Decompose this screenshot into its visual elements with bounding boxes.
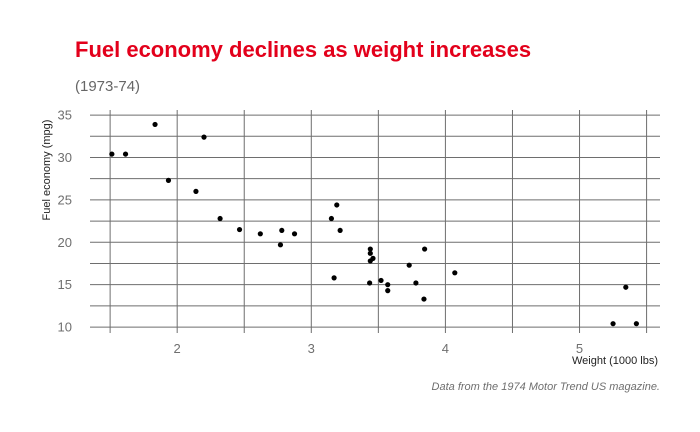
y-tick-label: 10 xyxy=(58,320,72,335)
chart-caption: Data from the 1974 Motor Trend US magazi… xyxy=(432,381,660,393)
data-point xyxy=(165,177,172,183)
data-point xyxy=(610,321,616,327)
data-point xyxy=(279,227,285,234)
data-point xyxy=(385,282,391,288)
data-point xyxy=(193,188,199,194)
y-tick-label: 20 xyxy=(58,235,72,250)
data-point xyxy=(367,246,373,252)
grid xyxy=(90,110,660,333)
data-point xyxy=(257,231,263,237)
y-tick-label: 35 xyxy=(58,108,72,123)
x-tick-label: 5 xyxy=(576,341,583,356)
chart-subtitle: (1973-74) xyxy=(75,78,140,95)
data-point xyxy=(422,246,428,252)
data-point xyxy=(122,151,129,157)
y-tick-label: 15 xyxy=(58,277,72,292)
data-point xyxy=(236,226,243,233)
data-point xyxy=(413,280,419,286)
data-point xyxy=(331,275,337,281)
x-axis-ticks: 2 3 4 5 xyxy=(174,341,584,356)
data-point xyxy=(291,231,298,237)
data-point xyxy=(337,227,343,234)
data-point xyxy=(201,134,207,140)
data-point xyxy=(367,250,373,256)
data-point xyxy=(367,280,373,286)
data-point xyxy=(277,242,284,248)
x-tick-label: 3 xyxy=(308,341,315,356)
x-axis-title: Weight (1000 lbs) xyxy=(572,355,658,367)
data-point xyxy=(406,262,412,268)
data-point xyxy=(152,121,158,128)
data-point xyxy=(623,284,629,290)
data-point xyxy=(109,151,115,157)
data-point xyxy=(633,321,639,327)
data-point xyxy=(378,277,384,284)
data-point xyxy=(452,270,458,276)
data-point xyxy=(385,288,391,294)
data-points xyxy=(109,121,639,327)
y-tick-label: 25 xyxy=(58,192,72,207)
data-point xyxy=(421,296,427,302)
data-point xyxy=(328,215,335,222)
y-axis-title: Fuel economy (mpg) xyxy=(41,120,53,221)
chart-title: Fuel economy declines as weight increase… xyxy=(75,37,531,62)
y-axis-ticks: 10 15 20 25 30 35 xyxy=(58,108,72,335)
data-point xyxy=(334,202,340,208)
data-point xyxy=(217,215,223,222)
y-tick-label: 30 xyxy=(58,150,72,165)
x-tick-label: 4 xyxy=(442,341,449,356)
data-point xyxy=(367,258,373,264)
x-tick-label: 2 xyxy=(174,341,181,356)
